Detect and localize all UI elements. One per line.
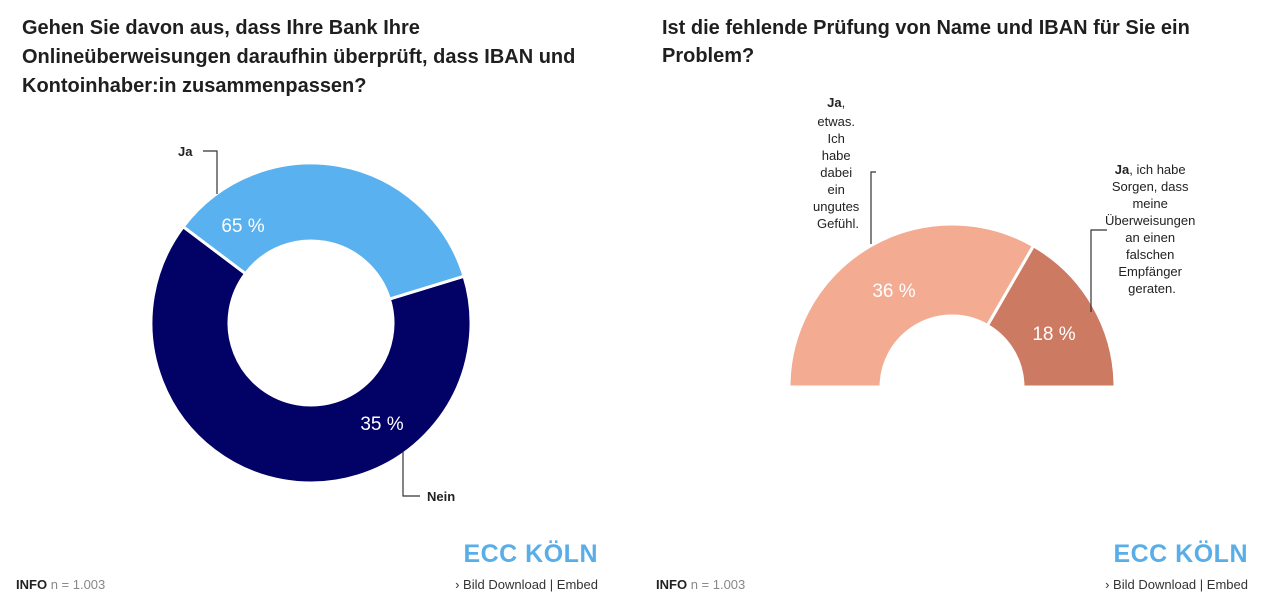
label-b-line: Überweisungen (1105, 213, 1195, 228)
footer-links: › Bild Download | Embed (455, 577, 598, 592)
info-label: INFO (656, 577, 688, 592)
slice-ja-sorgen (985, 243, 1117, 389)
label-b-line: falschen (1126, 247, 1174, 262)
label-ja: Ja (178, 144, 193, 159)
footer-links: › Bild Download | Embed (1105, 577, 1248, 592)
half-donut-chart: Ja, etwas. Ich habe dabei ein ungutes Ge… (787, 95, 1199, 389)
chevron-right-icon: › (455, 577, 460, 592)
label-b-line: Empfänger (1118, 264, 1182, 279)
label-a-line: Gefühl. (817, 216, 859, 231)
label-a-bold: Ja (827, 95, 842, 110)
label-b-line: meine (1132, 196, 1167, 211)
ecc-koeln-logo: ECC KÖLN (463, 540, 598, 568)
chart-panel-left: Gehen Sie davon aus, dass Ihre Bank Ihre… (0, 0, 620, 612)
link-separator: | (1199, 577, 1204, 592)
sample-info: INFO n = 1.003 (16, 577, 105, 592)
label-a-line: Ich (828, 131, 845, 146)
label-b-line: an einen (1125, 230, 1175, 245)
slice-nein (181, 161, 466, 301)
donut-chart: Ja Nein 65 % 35 % (149, 144, 473, 504)
leader-line-a (870, 171, 876, 244)
embed-link[interactable]: Embed (1206, 577, 1248, 592)
slice-ja-etwas (787, 222, 1036, 389)
leader-line-nein (402, 452, 420, 497)
value-label-nein: 35 % (360, 414, 403, 435)
label-ja-etwas: Ja, etwas. Ich habe dabei ein ungutes Ge… (813, 95, 863, 231)
label-b-line: geraten. (1128, 281, 1176, 296)
sample-size: n = 1.003 (690, 577, 746, 592)
info-label: INFO (16, 577, 48, 592)
label-a-line: dabei (820, 165, 852, 180)
link-separator: | (549, 577, 554, 592)
label-a-line: ungutes (813, 199, 860, 214)
embed-link[interactable]: Embed (556, 577, 598, 592)
label-a-line: habe (822, 148, 851, 163)
leader-line-b (1090, 229, 1107, 312)
value-label-ja: 65 % (221, 216, 264, 237)
sample-info: INFO n = 1.003 (656, 577, 745, 592)
bild-download-link[interactable]: Bild Download (463, 577, 547, 592)
bild-download-link[interactable]: Bild Download (1113, 577, 1197, 592)
value-label-a: 36 % (872, 281, 915, 302)
leader-line-ja (203, 150, 218, 194)
label-a-line: ein (828, 182, 845, 197)
chart-title: Gehen Sie davon aus, dass Ihre Bank Ihre… (22, 17, 576, 97)
chevron-right-icon: › (1105, 577, 1110, 592)
chart-title: Ist die fehlende Prüfung von Name und IB… (662, 17, 1190, 67)
label-a-line: etwas. (817, 114, 855, 129)
label-a-line: , (842, 95, 846, 110)
label-b-line: Sorgen, dass (1112, 179, 1189, 194)
label-ja-sorgen: Ja, ich habe Sorgen, dass meine Überweis… (1105, 162, 1199, 296)
label-b-bold: Ja (1115, 162, 1130, 177)
label-b-line: , ich habe (1129, 162, 1185, 177)
value-label-b: 18 % (1032, 324, 1075, 345)
slice-ja (149, 224, 473, 485)
chart-panel-right: Ist die fehlende Prüfung von Name und IB… (640, 0, 1270, 612)
sample-size: n = 1.003 (50, 577, 106, 592)
label-nein: Nein (427, 489, 455, 504)
ecc-koeln-logo: ECC KÖLN (1113, 540, 1248, 568)
